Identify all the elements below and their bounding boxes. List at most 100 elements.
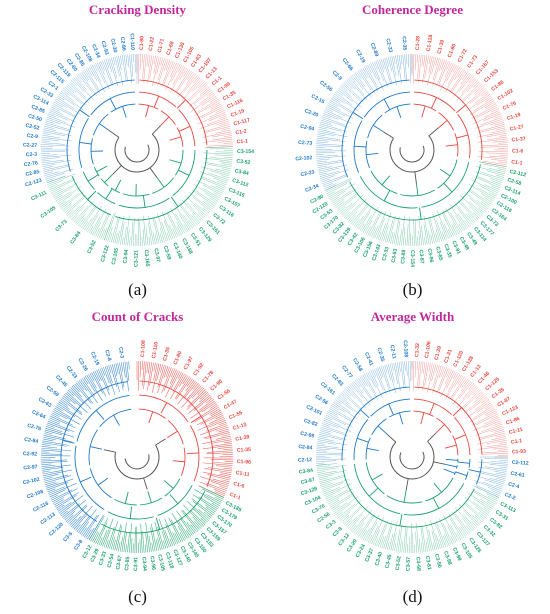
leaf-branch — [202, 184, 222, 196]
leaf-branch — [417, 236, 419, 246]
leaf-branch — [176, 510, 195, 535]
leaf-branch — [109, 521, 118, 550]
leaf-branch — [475, 485, 500, 497]
root-arc-inner — [399, 145, 425, 163]
leaf-branch — [335, 503, 351, 516]
cluster-link — [155, 517, 161, 530]
leaf-branch — [326, 413, 353, 427]
leaf-branch — [320, 175, 336, 181]
leaf-label: C2-23 — [300, 169, 315, 178]
leaf-label: C1-1 — [236, 138, 248, 145]
leaf-branch — [69, 197, 91, 219]
leaf-branch — [331, 403, 346, 413]
leaf-branch — [205, 506, 215, 514]
leaf-branch — [47, 173, 76, 185]
leaf-branch — [210, 409, 221, 417]
leaf-branch — [349, 215, 357, 224]
cluster-link — [368, 487, 379, 497]
leaf-branch — [98, 61, 105, 75]
leaf-branch — [318, 128, 336, 134]
leaf-branch — [420, 526, 425, 553]
leaf-branch — [406, 223, 409, 246]
leaf-branch — [141, 54, 143, 63]
leaf-branch — [143, 215, 147, 246]
leaf-branch — [165, 524, 175, 546]
leaf-branch — [324, 490, 341, 498]
leaf-branch — [324, 183, 337, 190]
leaf-label: C1-68 — [166, 41, 176, 56]
leaf-branch — [218, 428, 229, 433]
leaf-branch — [55, 406, 63, 411]
leaf-branch — [111, 57, 118, 78]
leaf-branch — [169, 538, 174, 547]
leaf-branch — [397, 362, 400, 376]
leaf-label: C2-33 — [384, 38, 393, 53]
leaf-branch — [320, 121, 333, 126]
leaf-branch — [492, 140, 508, 143]
leaf-branch — [147, 55, 153, 84]
leaf-branch — [166, 213, 179, 237]
leaf-branch — [329, 408, 353, 423]
leaf-branch — [325, 107, 333, 112]
leaf-branch — [332, 190, 352, 204]
leaf-branch — [386, 364, 391, 381]
leaf-branch — [54, 407, 71, 418]
leaf-branch — [479, 185, 498, 195]
leaf-branch — [352, 516, 366, 533]
leaf-label: C3-140 — [171, 242, 183, 260]
leaf-branch — [193, 396, 212, 411]
leaf-branch — [450, 535, 455, 544]
leaf-branch — [324, 418, 341, 426]
leaf-branch — [483, 507, 491, 513]
leaf-branch — [392, 232, 395, 245]
leaf-branch — [52, 182, 79, 197]
leaf-branch — [416, 361, 418, 370]
leaf-branch — [321, 178, 331, 183]
circular-dendrogram: C1-32 C1-106 C1-39 C1-31C1-120C1-128C1-13C1… — [298, 340, 529, 571]
leaf-label: C2-93 — [99, 40, 109, 55]
leaf-branch — [427, 229, 432, 245]
leaf-branch — [448, 513, 465, 538]
leaf-branch — [157, 538, 161, 551]
leaf-branch — [122, 361, 126, 378]
leaf-branch — [435, 228, 441, 242]
leaf-branch — [48, 184, 58, 189]
cluster-link — [170, 196, 179, 207]
leaf-branch — [493, 115, 502, 119]
leaf-label: C3-118 — [164, 552, 175, 570]
leaf-branch — [455, 513, 471, 534]
leaf-label: C3-122 — [100, 245, 111, 263]
leaf-branch — [448, 229, 453, 238]
leaf-branch — [211, 133, 232, 138]
leaf-branch — [481, 193, 494, 202]
leaf-branch — [317, 132, 335, 137]
leaf-branch — [402, 54, 406, 81]
leaf-branch — [46, 118, 61, 125]
leaf-branch — [85, 206, 102, 232]
leaf-branch — [48, 111, 69, 121]
leaf-branch — [175, 69, 191, 93]
leaf-branch — [325, 179, 352, 193]
leaf-branch — [409, 54, 411, 84]
leaf-branch — [48, 113, 56, 117]
cluster-arc — [452, 435, 459, 456]
leaf-branch — [432, 58, 442, 86]
leaf-branch — [478, 151, 508, 153]
cluster-link — [87, 174, 99, 182]
leaf-branch — [201, 166, 230, 175]
leaf-branch — [481, 453, 508, 455]
leaf-branch — [469, 407, 495, 423]
leaf-branch — [72, 214, 79, 222]
leaf-branch — [73, 513, 88, 530]
leaf-branch — [174, 376, 190, 399]
leaf-branch — [183, 224, 189, 232]
leaf-label: C2-76 — [23, 160, 38, 168]
leaf-branch — [344, 387, 355, 399]
leaf-branch — [45, 172, 65, 180]
leaf-branch — [486, 170, 505, 176]
leaf-branch — [89, 373, 95, 382]
leaf-branch — [164, 518, 177, 545]
leaf-label: C1-56 — [217, 388, 232, 401]
leaf-branch — [478, 207, 485, 214]
leaf-branch — [213, 177, 228, 184]
